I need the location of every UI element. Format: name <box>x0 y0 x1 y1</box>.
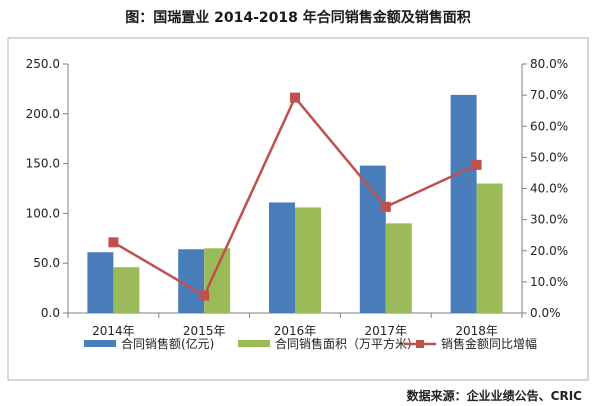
y-left-tick-label: 250.0 <box>26 57 60 71</box>
line-point-marker <box>108 237 119 248</box>
legend-swatch <box>84 340 116 347</box>
x-tick-label: 2018年 <box>455 324 498 338</box>
y-left-tick-label: 150.0 <box>26 157 60 171</box>
bar-sales-amount <box>450 94 477 313</box>
y-left-tick-label: 100.0 <box>26 206 60 220</box>
legend: 合同销售额(亿元) 合同销售面积（万平方米） 销售金额同比增幅 <box>84 336 537 351</box>
line-point-marker <box>199 290 210 301</box>
chart-frame <box>7 37 589 381</box>
line-point-marker <box>380 201 391 212</box>
legend-label: 合同销售额(亿元) <box>121 336 214 351</box>
y-right-tick-label: 80.0% <box>530 57 568 71</box>
bar-sales-area <box>204 248 231 313</box>
y-right-tick-label: 60.0% <box>530 119 568 133</box>
x-tick-label: 2017年 <box>365 324 408 338</box>
bar-sales-area <box>113 267 140 313</box>
y-right-tick-label: 30.0% <box>530 213 568 227</box>
y-left-tick-label: 200.0 <box>26 107 60 121</box>
plot-area: 0.0 50.0 100.0 150.0 200.0 250.0 0.0% 10.0% 20.0… <box>26 57 568 338</box>
bar-sales-area <box>476 183 503 313</box>
y-right-tick-label: 10.0% <box>530 275 568 289</box>
y-right-tick-label: 20.0% <box>530 244 568 258</box>
x-tick-label: 2016年 <box>274 324 317 338</box>
x-tick-label: 2014年 <box>92 324 135 338</box>
bar-sales-area <box>295 207 321 313</box>
source-note: 数据来源：企业业绩公告、CRIC <box>407 388 583 403</box>
bar-sales-amount <box>359 165 386 313</box>
y-right-tick-label: 0.0% <box>530 306 561 320</box>
y-left-tick-label: 50.0 <box>33 256 60 270</box>
y-right-tick-label: 50.0% <box>530 150 568 164</box>
x-tick-label: 2015年 <box>183 324 226 338</box>
legend-label: 销售金额同比增幅 <box>441 336 537 351</box>
legend-swatch-marker <box>416 340 424 348</box>
bar-sales-amount <box>87 252 114 313</box>
line-point-marker <box>290 92 300 103</box>
y-right-tick-label: 70.0% <box>530 88 568 102</box>
bar-sales-area <box>385 223 412 313</box>
chart-title: 图：国瑞置业 2014-2018 年合同销售金额及销售面积 <box>125 9 471 26</box>
legend-label: 合同销售面积（万平方米） <box>275 336 419 351</box>
bar-sales-amount <box>269 202 295 313</box>
bar-sales-amount <box>178 249 205 313</box>
y-right-tick-label: 40.0% <box>530 182 568 196</box>
y-left-tick-label: 0.0 <box>41 306 60 320</box>
legend-swatch <box>238 340 270 347</box>
line-point-marker <box>471 159 482 170</box>
